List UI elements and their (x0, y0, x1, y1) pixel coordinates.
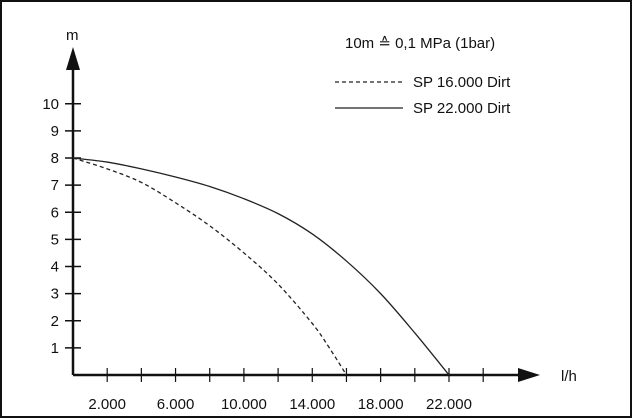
x-tick-label-14000: 14.000 (289, 396, 335, 413)
y-tick-label-3: 3 (51, 286, 59, 303)
axis-ticks: 1 2 3 4 5 6 7 8 9 10 2.000 6.000 10.000 14.000 18.000 2… (42, 96, 484, 413)
x-tick-label-6000: 6.000 (157, 396, 195, 413)
y-axis-arrowhead (66, 47, 80, 70)
legend-label-sp22000: SP 22.000 Dirt (413, 100, 511, 117)
series-layer (72, 157, 450, 376)
y-tick-label-8: 8 (51, 150, 59, 167)
y-tick-label-7: 7 (51, 177, 59, 194)
legend: SP 16.000 Dirt SP 22.000 Dirt (335, 74, 511, 117)
y-tick-label-1: 1 (51, 340, 59, 357)
unit-note: 10m ≙ 0,1 MPa (1bar) (345, 35, 495, 52)
x-axis-arrowhead (518, 368, 540, 382)
y-tick-label-4: 4 (51, 259, 59, 276)
y-tick-label-5: 5 (51, 231, 59, 248)
y-axis-label: m (66, 27, 79, 44)
x-axis-label: l/h (561, 368, 577, 385)
y-tick-label-2: 2 (51, 313, 59, 330)
x-tick-label-2000: 2.000 (88, 396, 126, 413)
legend-label-sp16000: SP 16.000 Dirt (413, 74, 511, 91)
x-tick-label-10000: 10.000 (221, 396, 267, 413)
y-tick-label-6: 6 (51, 204, 59, 221)
y-tick-label-10: 10 (42, 96, 59, 113)
x-tick-label-22000: 22.000 (426, 396, 472, 413)
y-tick-label-9: 9 (51, 123, 59, 140)
x-tick-label-18000: 18.000 (358, 396, 404, 413)
series-line-sp16000-dirt (72, 157, 348, 376)
series-line-sp22000-dirt (72, 157, 450, 376)
